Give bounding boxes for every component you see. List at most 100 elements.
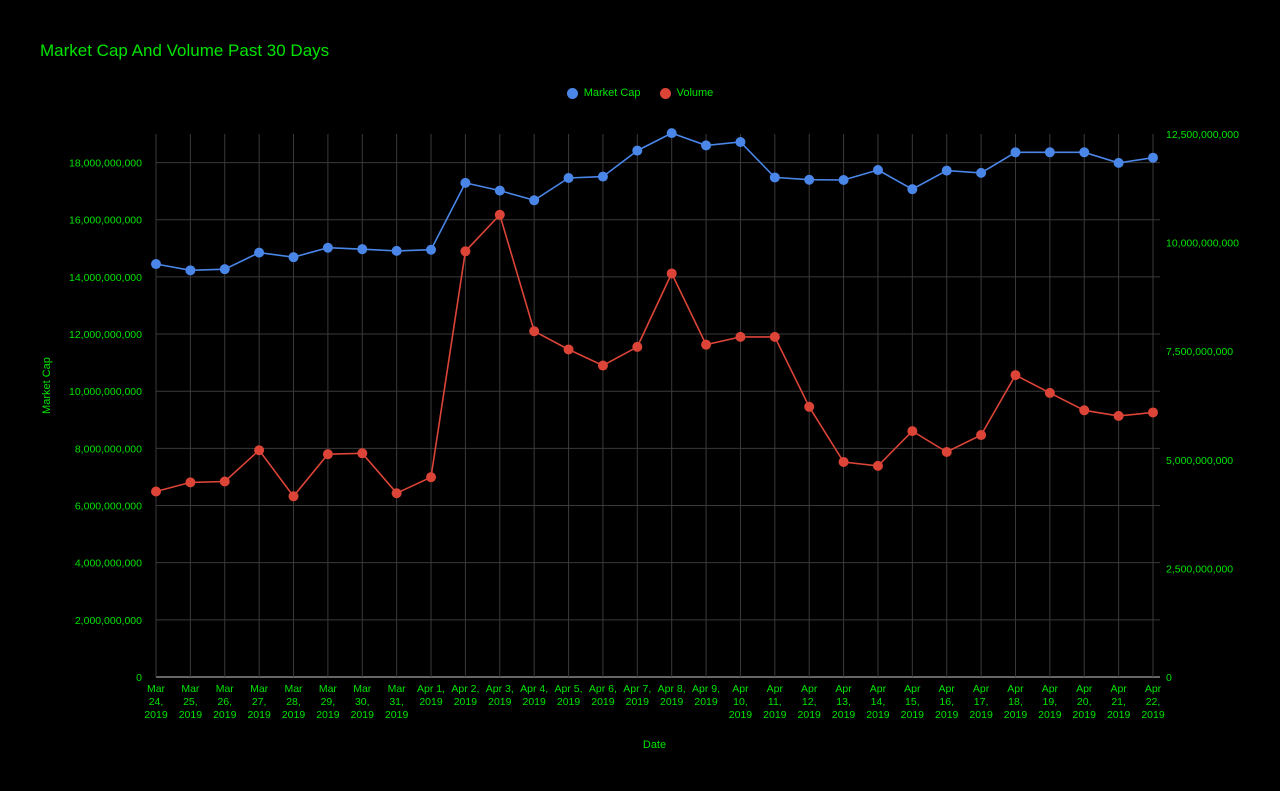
- point-volume: [769, 331, 780, 342]
- y-left-tick-label: 8,000,000,000: [75, 443, 142, 455]
- point-volume: [976, 430, 987, 441]
- y-left-tick-label: 12,000,000,000: [69, 329, 142, 341]
- point-market-cap: [357, 244, 368, 255]
- point-volume: [322, 449, 333, 460]
- point-volume: [185, 477, 196, 488]
- legend-marker-market-cap: [566, 87, 578, 99]
- y-right-tick-label: 2,500,000,000: [1166, 563, 1233, 575]
- point-market-cap: [1079, 147, 1090, 158]
- series-line-market-cap: [155, 132, 1154, 272]
- y-left-tick-label: 6,000,000,000: [75, 501, 142, 513]
- point-market-cap: [288, 252, 299, 263]
- point-volume: [941, 446, 952, 457]
- point-volume: [494, 209, 505, 220]
- point-market-cap: [976, 167, 987, 178]
- x-tick-label: Mar 27, 2019: [247, 683, 271, 721]
- x-tick-label: Mar 30, 2019: [351, 683, 375, 721]
- y-left-tick-label: 18,000,000,000: [69, 158, 142, 170]
- chart-legend: Market Cap Volume: [0, 87, 1280, 102]
- point-market-cap: [769, 172, 780, 183]
- point-volume: [460, 246, 471, 257]
- y-axis-title: Market Cap: [41, 357, 53, 414]
- point-volume: [804, 401, 815, 412]
- point-market-cap: [219, 264, 230, 275]
- x-tick-label: Apr 22, 2019: [1141, 683, 1165, 721]
- x-tick-label: Apr 19, 2019: [1038, 683, 1062, 721]
- point-market-cap: [460, 177, 471, 188]
- y-right-tick-label: 12,500,000,000: [1166, 129, 1239, 141]
- point-market-cap: [872, 165, 883, 176]
- point-market-cap: [907, 184, 918, 195]
- series-line-volume: [155, 213, 1154, 498]
- x-tick-label: Apr 8, 2019: [658, 683, 686, 708]
- point-volume: [838, 456, 849, 467]
- point-market-cap: [254, 247, 265, 258]
- point-volume: [151, 486, 161, 497]
- y-right-tick-label: 10,000,000,000: [1166, 238, 1239, 250]
- point-volume: [1010, 370, 1021, 381]
- y-left-tick-label: 2,000,000,000: [75, 615, 142, 627]
- point-volume: [907, 426, 918, 437]
- point-volume: [735, 331, 746, 342]
- point-market-cap: [735, 137, 746, 148]
- point-volume: [219, 476, 230, 487]
- x-tick-label: Apr 12, 2019: [798, 683, 822, 721]
- x-tick-label: Apr 20, 2019: [1073, 683, 1097, 721]
- point-volume: [357, 448, 368, 459]
- point-market-cap: [838, 175, 849, 186]
- legend-label-volume: Volume: [676, 87, 714, 99]
- point-volume: [1113, 410, 1124, 421]
- x-tick-label: Apr 2, 2019: [451, 683, 479, 708]
- point-volume: [666, 268, 677, 279]
- x-tick-label: Apr 21, 2019: [1107, 683, 1131, 721]
- x-tick-label: Mar 24, 2019: [144, 683, 168, 721]
- point-market-cap: [563, 173, 574, 184]
- point-volume: [701, 339, 712, 350]
- point-volume: [563, 344, 574, 355]
- point-market-cap: [804, 174, 815, 185]
- point-volume: [529, 326, 540, 337]
- y-left-tick-label: 4,000,000,000: [75, 558, 142, 570]
- point-market-cap: [1113, 157, 1124, 168]
- y-left-tick-label: 10,000,000,000: [69, 386, 142, 398]
- chart-title: Market Cap And Volume Past 30 Days: [40, 41, 330, 60]
- point-volume: [426, 472, 437, 483]
- y-right-tick-label: 0: [1166, 672, 1172, 684]
- x-tick-label: Apr 3, 2019: [486, 683, 514, 708]
- x-tick-label: Apr 10, 2019: [729, 683, 753, 721]
- point-volume: [1079, 405, 1090, 416]
- x-tick-label: Apr 5, 2019: [555, 683, 583, 708]
- point-market-cap: [1010, 147, 1021, 158]
- point-market-cap: [1148, 152, 1158, 163]
- legend-item-volume[interactable]: Volume: [659, 87, 714, 99]
- point-volume: [1148, 407, 1158, 418]
- point-market-cap: [494, 185, 505, 196]
- legend-marker-volume: [659, 87, 671, 99]
- x-tick-label: Mar 26, 2019: [213, 683, 237, 721]
- point-market-cap: [941, 165, 952, 176]
- y-left-tick-label: 14,000,000,000: [69, 272, 142, 284]
- point-market-cap: [322, 242, 333, 253]
- x-tick-label: Apr 16, 2019: [935, 683, 959, 721]
- point-market-cap: [1044, 147, 1055, 158]
- legend-item-market-cap[interactable]: Market Cap: [566, 87, 641, 99]
- point-market-cap: [632, 145, 643, 156]
- x-tick-label: Apr 11, 2019: [763, 683, 787, 721]
- x-tick-label: Apr 6, 2019: [589, 683, 617, 708]
- point-market-cap: [666, 128, 677, 139]
- x-tick-label: Apr 4, 2019: [520, 683, 548, 708]
- point-volume: [632, 341, 643, 352]
- x-tick-label: Apr 13, 2019: [832, 683, 856, 721]
- point-market-cap: [151, 259, 161, 270]
- point-volume: [872, 460, 883, 471]
- point-market-cap: [426, 244, 437, 255]
- y-left-tick-label: 16,000,000,000: [69, 215, 142, 227]
- legend-label-market-cap: Market Cap: [583, 87, 641, 99]
- y-right-tick-label: 5,000,000,000: [1166, 455, 1233, 467]
- x-tick-label: Apr 9, 2019: [692, 683, 720, 708]
- x-tick-label: Mar 31, 2019: [385, 683, 409, 721]
- point-volume: [1044, 387, 1055, 398]
- point-volume: [597, 360, 608, 371]
- x-tick-label: Apr 1, 2019: [417, 683, 445, 708]
